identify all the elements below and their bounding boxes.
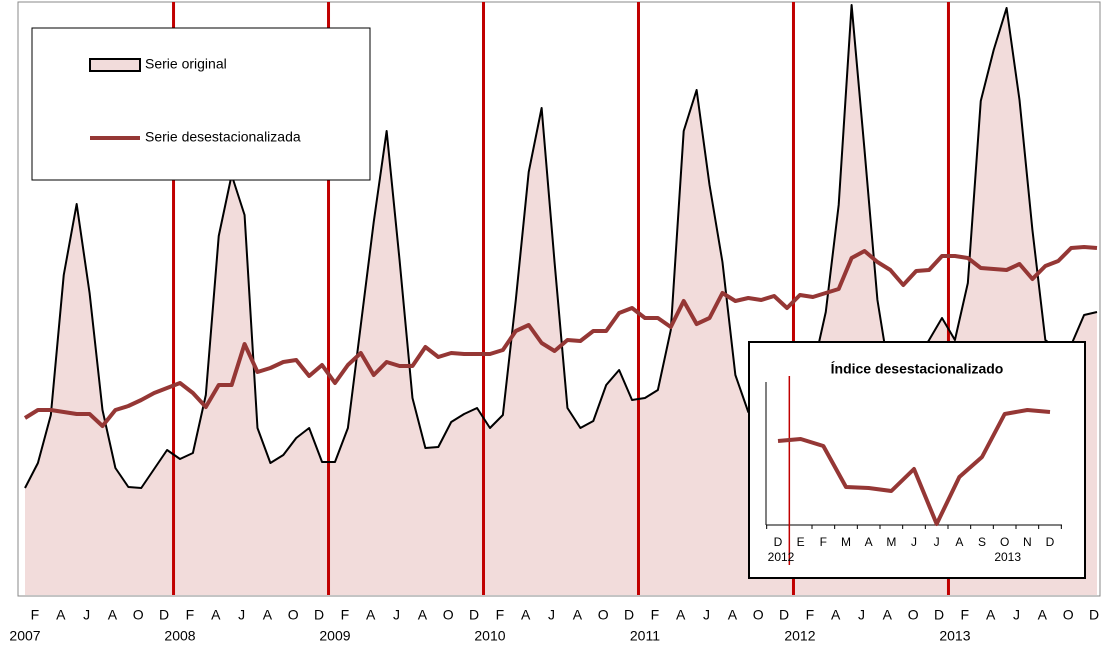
x-tick-label: J <box>934 535 940 549</box>
year-label: 2011 <box>630 628 660 644</box>
x-tick-label: A <box>676 607 686 623</box>
x-tick-label: E <box>797 535 805 549</box>
year-label: 2012 <box>784 628 815 644</box>
x-tick-label: J <box>911 535 917 549</box>
x-tick-label: O <box>133 607 144 623</box>
x-tick-label: O <box>1000 535 1009 549</box>
x-tick-label: O <box>1063 607 1074 623</box>
x-tick-label: F <box>806 607 815 623</box>
x-tick-label: A <box>366 607 376 623</box>
legend-box <box>31 27 371 181</box>
inset-chart: Índice desestacionalizado D E F M A M J J A S O N D2… <box>748 341 1086 579</box>
x-tick-label: F <box>961 607 970 623</box>
x-tick-label: J <box>83 607 90 623</box>
x-tick-label: F <box>651 607 660 623</box>
x-tick-label: D <box>159 607 169 623</box>
year-label: 2012 <box>768 550 795 564</box>
x-tick-label: S <box>978 535 986 549</box>
year-label: 2010 <box>474 628 505 644</box>
year-label: 2013 <box>939 628 970 644</box>
x-tick-label: D <box>774 535 783 549</box>
legend-swatch <box>89 58 141 72</box>
series-line <box>777 408 1051 526</box>
x-tick-label: F <box>31 607 40 623</box>
x-tick-label: A <box>108 607 118 623</box>
x-tick-label: J <box>1013 607 1020 623</box>
x-tick-label: F <box>341 607 350 623</box>
x-tick-label: A <box>418 607 428 623</box>
legend-label: Serie desestacionalizada <box>145 129 301 145</box>
x-tick-label: A <box>728 607 738 623</box>
x-tick-label: O <box>598 607 609 623</box>
legend-label: Serie original <box>145 56 227 72</box>
x-tick-label: A <box>955 535 963 549</box>
x-tick-label: J <box>393 607 400 623</box>
x-tick-label: J <box>703 607 710 623</box>
x-tick-label: A <box>573 607 583 623</box>
x-tick-label: D <box>314 607 324 623</box>
x-tick-label: D <box>1089 607 1099 623</box>
x-tick-label: J <box>858 607 865 623</box>
x-tick-label: O <box>443 607 454 623</box>
series-line <box>23 245 1098 428</box>
x-tick-label: F <box>186 607 195 623</box>
x-tick-label: J <box>238 607 245 623</box>
x-tick-label: A <box>263 607 273 623</box>
x-tick-label: M <box>886 535 896 549</box>
legend: Serie original Serie desestacionalizada <box>31 27 371 181</box>
x-tick-label: D <box>469 607 479 623</box>
x-tick-label: J <box>548 607 555 623</box>
x-tick-label: D <box>934 607 944 623</box>
x-tick-label: A <box>1038 607 1048 623</box>
x-tick-label: D <box>624 607 634 623</box>
x-tick-label: O <box>908 607 919 623</box>
x-tick-label: A <box>865 535 873 549</box>
x-tick-label: A <box>831 607 841 623</box>
x-tick-label: D <box>779 607 789 623</box>
x-tick-label: A <box>986 607 996 623</box>
x-tick-label: N <box>1023 535 1032 549</box>
year-label: 2013 <box>994 550 1021 564</box>
x-tick-label: F <box>496 607 505 623</box>
inset-box <box>748 341 1086 579</box>
x-tick-label: A <box>56 607 66 623</box>
x-tick-label: D <box>1046 535 1055 549</box>
x-tick-label: O <box>753 607 764 623</box>
year-label: 2009 <box>319 628 350 644</box>
x-tick-label: M <box>841 535 851 549</box>
x-tick-label: A <box>883 607 893 623</box>
year-label: 2008 <box>164 628 195 644</box>
inset-title: Índice desestacionalizado <box>831 361 1004 377</box>
x-tick-label: F <box>820 535 827 549</box>
year-label: 2007 <box>9 628 40 644</box>
x-tick-label: A <box>521 607 531 623</box>
x-tick-label: A <box>211 607 221 623</box>
x-tick-label: O <box>288 607 299 623</box>
